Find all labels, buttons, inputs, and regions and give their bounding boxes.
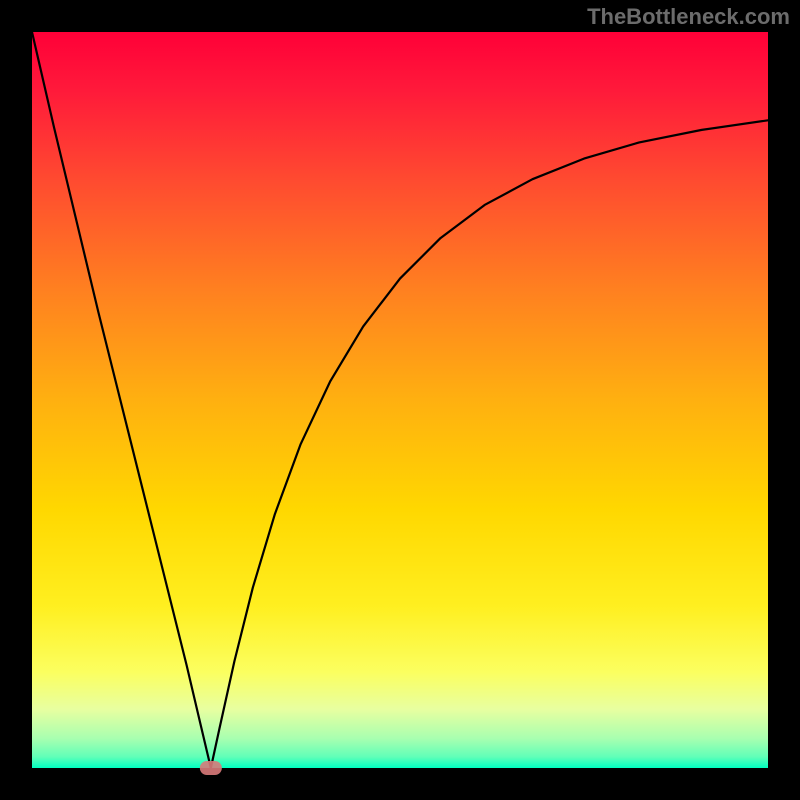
chart-container: TheBottleneck.com [0, 0, 800, 800]
trough-marker [200, 761, 222, 775]
chart-svg [0, 0, 800, 800]
watermark-text: TheBottleneck.com [587, 4, 790, 30]
plot-background [32, 32, 768, 768]
